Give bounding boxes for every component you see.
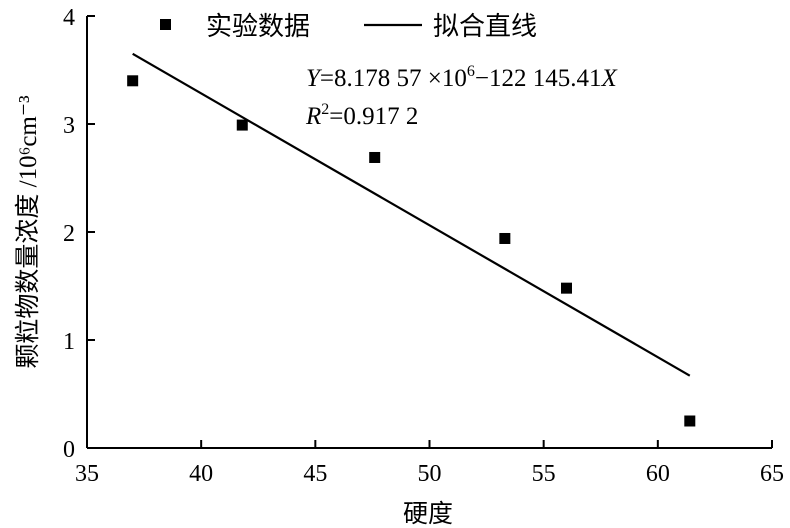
equation-exponent: 6 — [467, 63, 475, 80]
legend: 实验数据 拟合直线 — [160, 12, 537, 41]
data-point — [561, 282, 572, 294]
y-tick-label: 2 — [63, 221, 75, 247]
r2-var: R — [305, 103, 321, 130]
r2-value: =0.917 2 — [329, 103, 418, 130]
equation-x-var: X — [600, 65, 618, 92]
fit-line — [132, 52, 691, 377]
equation-part-a: =8.178 57 ×10 — [320, 65, 467, 92]
ticks: 35 40 45 50 55 60 65 0 1 2 3 4 — [63, 5, 784, 487]
data-point — [684, 415, 696, 427]
x-tick-label: 40 — [189, 461, 213, 487]
x-tick-label: 65 — [760, 461, 784, 487]
regression-equation: Y=8.178 57 ×106−122 145.41X R2=0.917 2 — [305, 63, 618, 130]
legend-label-experimental: 实验数据 — [206, 12, 310, 41]
x-tick-label: 60 — [646, 461, 670, 487]
x-tick-label: 45 — [303, 461, 327, 487]
equation-y-var: Y — [306, 65, 323, 92]
x-tick-label: 55 — [532, 461, 556, 487]
svg-text:R2=0.917 2: R2=0.917 2 — [305, 101, 418, 130]
data-point — [499, 232, 511, 244]
y-tick-label: 0 — [63, 437, 75, 463]
fit-line-group — [132, 52, 691, 377]
svg-text:Y=8.178 57 ×106−122 145.41X: Y=8.178 57 ×106−122 145.41X — [306, 63, 618, 92]
legend-marker-experimental — [160, 19, 171, 30]
y-tick-label: 3 — [63, 113, 75, 139]
legend-label-fit: 拟合直线 — [433, 12, 537, 41]
x-axis-title: 硬度 — [403, 500, 453, 528]
equation-part-b: −122 145.41 — [475, 65, 602, 92]
data-point — [369, 151, 381, 163]
y-axis-title: 颗粒物数量浓度 /10⁶cm⁻³ — [14, 95, 42, 369]
data-point — [236, 119, 248, 131]
r2-exponent: 2 — [321, 101, 329, 118]
x-tick-label: 35 — [75, 461, 99, 487]
data-points — [127, 75, 696, 427]
y-tick-label: 1 — [63, 329, 75, 355]
x-tick-label: 50 — [418, 461, 442, 487]
data-point — [127, 75, 139, 87]
y-tick-label: 4 — [63, 5, 75, 31]
